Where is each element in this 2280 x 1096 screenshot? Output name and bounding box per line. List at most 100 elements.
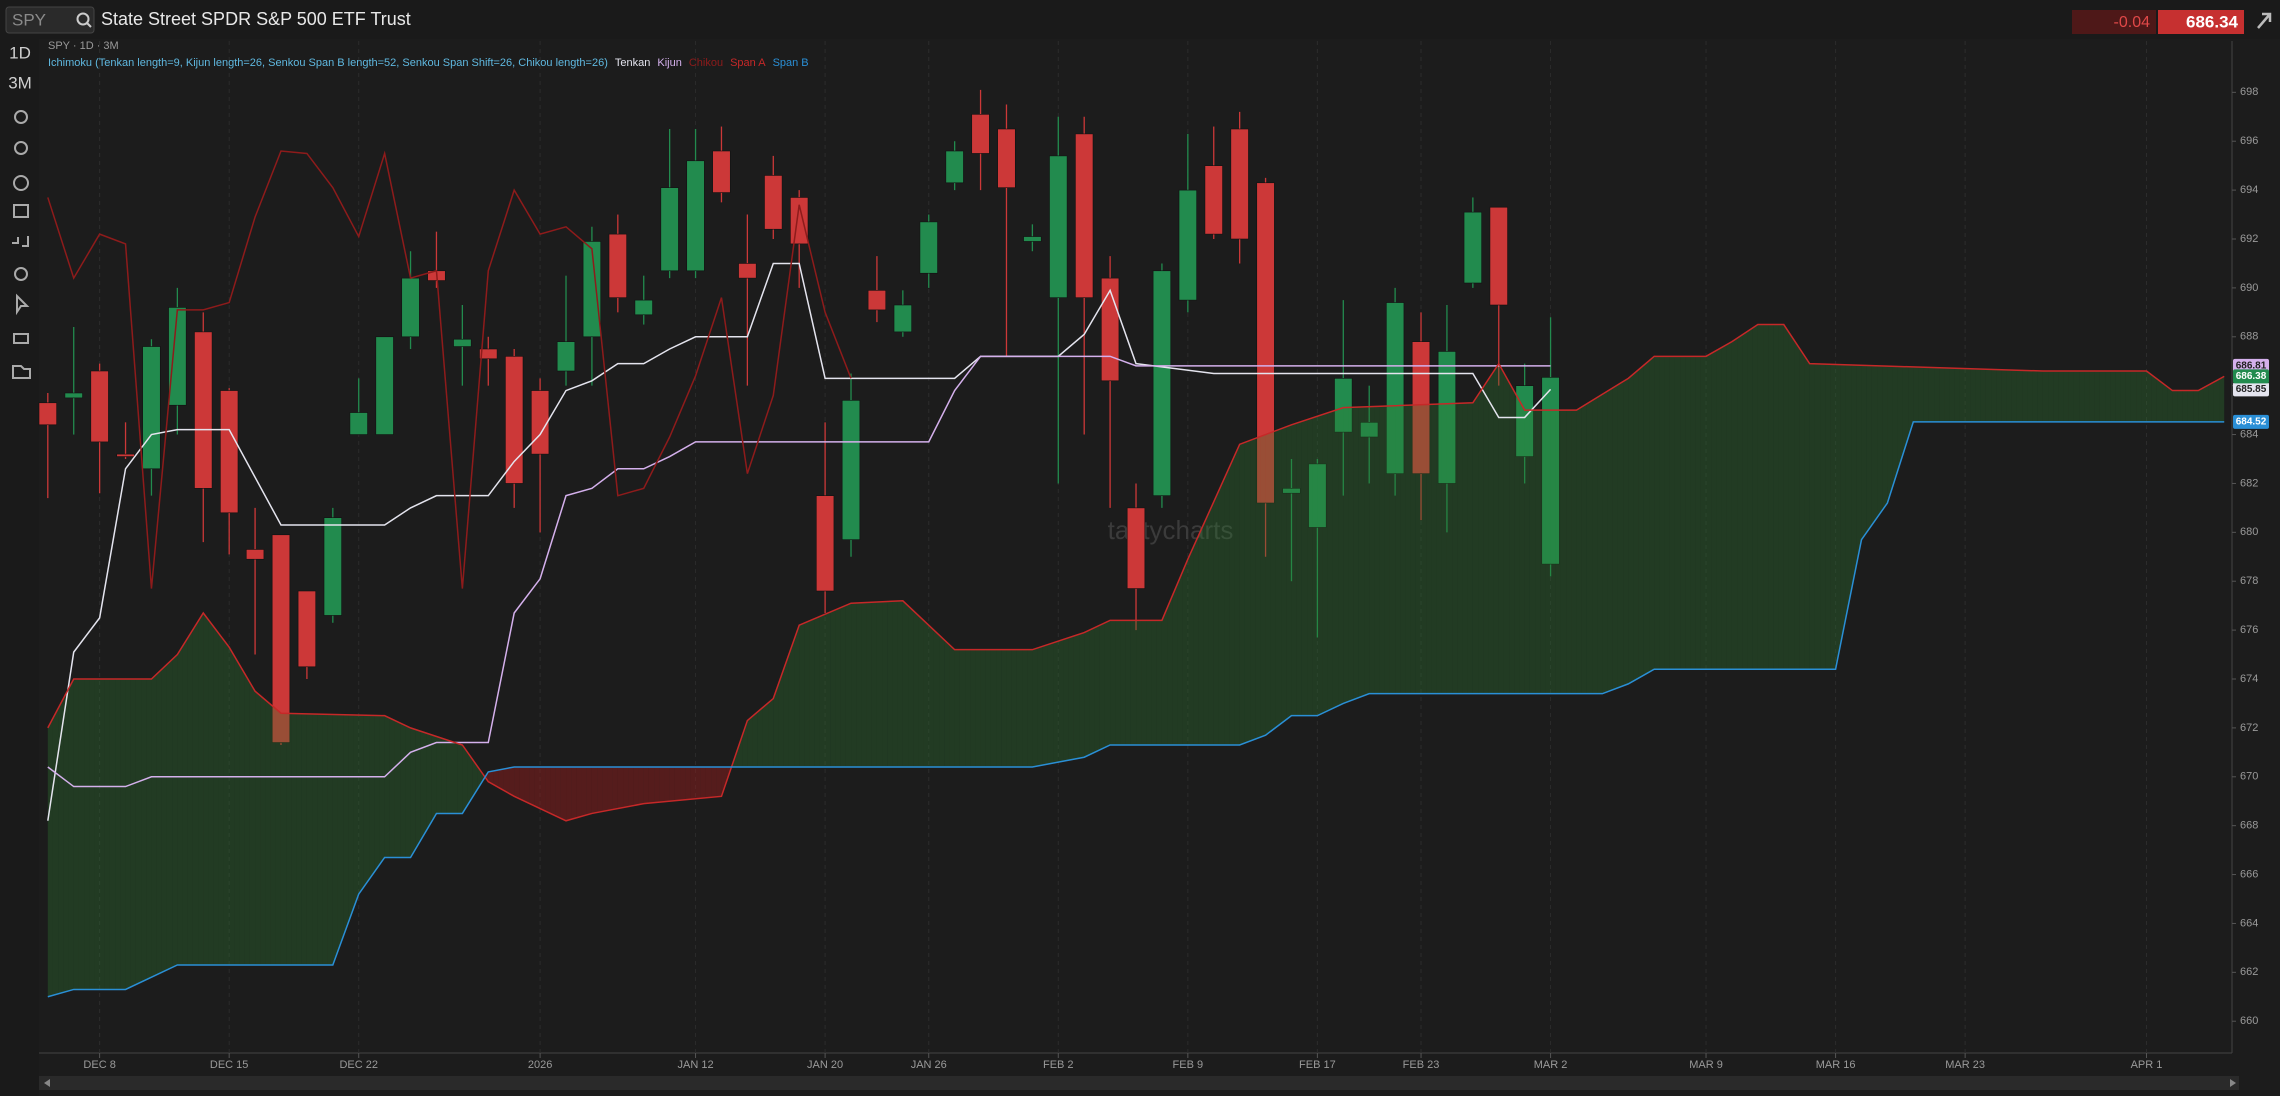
y-tick-label: 672 <box>2240 722 2258 734</box>
timeframe-button[interactable]: 1D <box>9 43 31 62</box>
cloud-fill <box>819 614 826 767</box>
cloud-fill <box>908 605 914 767</box>
indicator-label: Ichimoku (Tenkan length=9, Kijun length=… <box>48 57 608 69</box>
candle-body <box>530 390 550 455</box>
candle-body <box>505 356 524 484</box>
cloud-fill <box>902 600 909 767</box>
cloud-fill <box>1011 649 1017 767</box>
cloud-fill <box>1125 620 1131 745</box>
cloud-fill <box>1581 403 1587 694</box>
scrollbar[interactable] <box>39 1076 2239 1090</box>
cloud-fill <box>1721 344 1727 670</box>
cloud-fill <box>1193 536 1199 745</box>
cloud-fill <box>602 767 608 812</box>
cloud-fill <box>120 679 126 990</box>
indicator-icon[interactable] <box>13 175 29 191</box>
y-tick-label: 696 <box>2240 135 2258 147</box>
cloud-fill <box>2172 390 2178 422</box>
cloud-fill <box>550 767 556 816</box>
indicator-line <box>47 421 2225 998</box>
cloud-fill <box>1094 625 1100 753</box>
price-change: -0.04 <box>2114 14 2151 31</box>
layout-icon[interactable] <box>13 333 29 344</box>
cloud-fill <box>1555 410 1561 694</box>
cloud-fill <box>1493 363 1499 694</box>
chart-type-icon[interactable] <box>12 236 29 247</box>
cloud-fill <box>2208 382 2214 422</box>
cloud-fill <box>835 607 841 767</box>
cloud-fill <box>446 739 453 814</box>
candle-body <box>168 307 187 406</box>
cloud-fill <box>1861 365 1867 540</box>
popout-icon[interactable] <box>2257 12 2272 29</box>
cloud-fill <box>882 601 888 767</box>
value-tag <box>2233 369 2269 384</box>
cloud-fill <box>384 715 390 858</box>
y-tick-label: 698 <box>2240 86 2258 98</box>
cloud-fill <box>1918 367 1924 422</box>
cloud-fill <box>1939 367 1945 422</box>
cloud-fill <box>2162 382 2168 422</box>
cloud-fill <box>452 741 458 814</box>
chart-title: SPY · 1D · 3M <box>48 40 119 52</box>
cloud-fill <box>1814 363 1821 670</box>
cloud-fill <box>757 707 763 767</box>
cloud-fill <box>949 644 955 767</box>
drawing-icon[interactable] <box>13 204 29 218</box>
range-button[interactable]: 3M <box>8 73 32 92</box>
cloud-fill <box>519 767 525 802</box>
settings-icon[interactable] <box>14 267 28 281</box>
cloud-fill <box>700 767 706 799</box>
candle-body <box>841 400 861 540</box>
symbol-input[interactable] <box>5 6 95 34</box>
cloud-fill <box>249 682 256 965</box>
cloud-fill <box>172 654 178 968</box>
cloud-fill <box>1820 363 1826 670</box>
cloud-fill <box>928 625 934 767</box>
cloud-fill <box>291 713 297 965</box>
cloud-fill <box>394 720 401 858</box>
change-box <box>2072 10 2156 34</box>
candle-body <box>1256 182 1275 504</box>
zoom-out-icon[interactable] <box>14 141 28 155</box>
cloud-fill <box>400 723 406 858</box>
cloud-fill <box>939 635 945 767</box>
cloud-fill <box>2022 370 2028 422</box>
cloud-fill <box>68 679 74 991</box>
candle-body <box>297 590 317 668</box>
cloud-fill <box>1327 411 1333 711</box>
candle-body <box>712 150 731 193</box>
cloud-fill <box>1296 421 1302 716</box>
cloud-fill <box>2042 371 2049 422</box>
cloud-fill <box>493 769 499 788</box>
cloud-fill <box>1877 365 1883 518</box>
cloud-fill <box>959 649 966 767</box>
folder-icon[interactable] <box>12 365 31 379</box>
cloud-fill <box>1700 356 1707 670</box>
candle-body <box>194 331 213 489</box>
cloud-fill <box>643 767 649 804</box>
cloud-fill <box>1301 419 1308 716</box>
cloud-fill <box>1633 369 1639 681</box>
cloud-fill <box>2182 390 2188 422</box>
cloud-fill <box>913 610 919 767</box>
candle-body <box>1152 270 1172 496</box>
candle-body <box>1075 133 1094 298</box>
cloud-fill <box>2032 370 2038 422</box>
cloud-fill <box>1617 381 1624 688</box>
cloud-fill <box>654 767 660 803</box>
candle-body <box>1023 236 1042 242</box>
zoom-in-icon[interactable] <box>14 110 28 124</box>
cloud-fill <box>1291 423 1297 716</box>
search-icon[interactable] <box>76 12 90 26</box>
cloud-fill <box>1384 405 1390 694</box>
cloud-fill <box>47 718 53 997</box>
cloud-fill <box>2177 390 2183 422</box>
cloud-fill <box>690 767 696 800</box>
candle-body <box>1100 277 1120 382</box>
cursor-icon[interactable] <box>16 293 30 316</box>
cloud-fill <box>1405 405 1411 694</box>
cloud-fill <box>1799 348 1805 670</box>
cloud-fill <box>633 767 639 806</box>
cloud-fill <box>638 767 644 805</box>
